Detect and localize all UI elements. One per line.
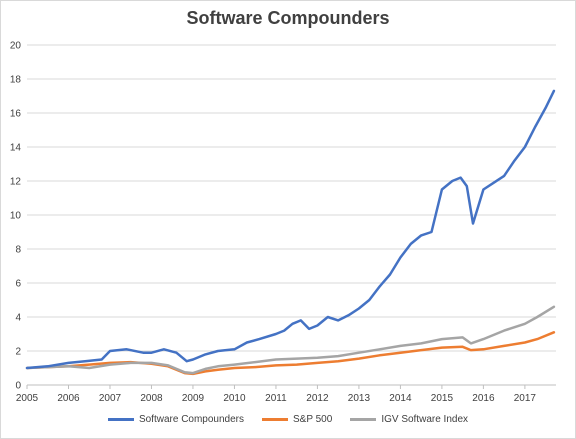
y-tick-label: 14 <box>10 143 22 154</box>
x-tick-label: 2013 <box>348 393 371 404</box>
x-tick-label: 2006 <box>57 393 80 404</box>
x-axis: 2005 2006 2007 2008 2009 2010 2011 2012 2013 2014… <box>16 385 537 404</box>
gridlines <box>27 44 556 386</box>
y-tick-label: 18 <box>10 75 22 86</box>
y-tick-label: 12 <box>10 177 22 188</box>
legend-item-software-compounders: Software Compounders <box>107 414 245 425</box>
chart-title: Software Compounders <box>186 8 390 28</box>
series-line-igv-software-index <box>25 305 556 375</box>
x-tick-label: 2016 <box>472 393 495 404</box>
legend-swatch <box>262 418 289 421</box>
y-tick-label: 10 <box>10 211 22 222</box>
x-tick-label: 2007 <box>99 393 122 404</box>
y-tick-label: 4 <box>15 313 21 324</box>
legend-label: Software Compounders <box>138 414 245 425</box>
legend-item-sp500: S&P 500 <box>262 414 332 425</box>
series-line-software-compounders <box>25 89 556 370</box>
series-line-s-p-500 <box>25 331 556 376</box>
y-tick-label: 0 <box>15 381 21 392</box>
y-tick-label: 8 <box>15 245 21 256</box>
x-tick-label: 2012 <box>306 393 329 404</box>
x-tick-label: 2011 <box>265 393 287 404</box>
y-axis: 0 2 4 6 8 10 12 14 16 18 20 <box>10 41 22 392</box>
y-tick-label: 16 <box>10 109 22 120</box>
legend-swatch <box>107 418 134 421</box>
legend-swatch <box>350 418 377 421</box>
legend: Software Compounders S&P 500 IGV Softwar… <box>0 414 576 425</box>
x-tick-label: 2015 <box>431 393 454 404</box>
y-tick-label: 20 <box>10 41 22 52</box>
y-tick-label: 2 <box>15 347 21 358</box>
x-tick-label: 2009 <box>182 393 205 404</box>
x-tick-label: 2017 <box>514 393 537 404</box>
series-lines <box>25 89 556 376</box>
legend-label: S&P 500 <box>293 414 333 425</box>
legend-label: IGV Software Index <box>381 414 469 425</box>
x-tick-label: 2014 <box>389 393 412 404</box>
x-tick-label: 2005 <box>16 393 39 404</box>
legend-item-igv-software-index: IGV Software Index <box>350 414 468 425</box>
x-tick-label: 2008 <box>140 393 163 404</box>
x-tick-label: 2010 <box>223 393 246 404</box>
y-tick-label: 6 <box>15 279 21 290</box>
